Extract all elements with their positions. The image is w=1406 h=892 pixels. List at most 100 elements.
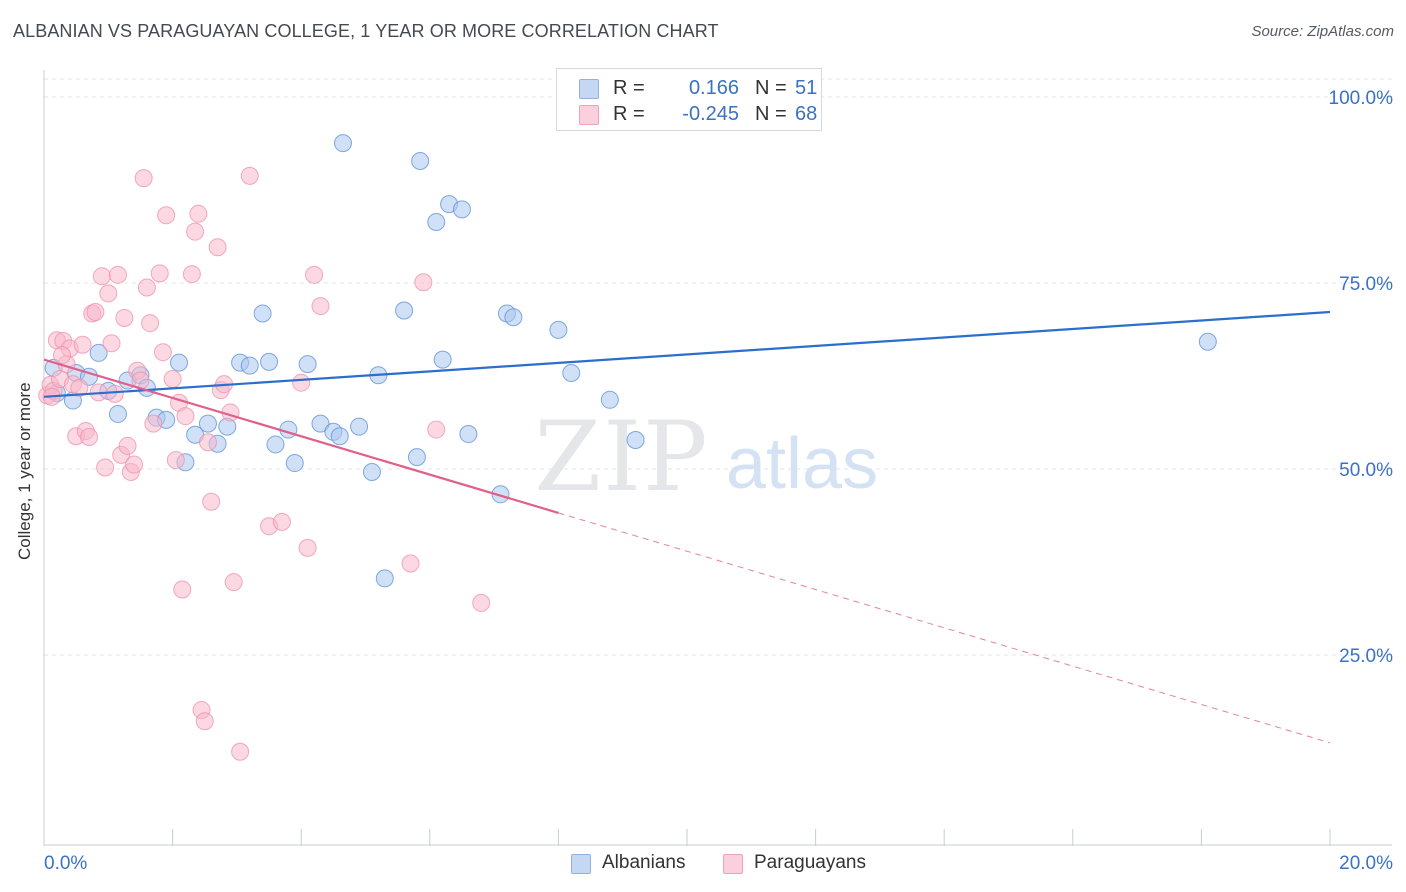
paraguayan-point: [150, 264, 169, 283]
albanian-point: [350, 417, 369, 436]
paraguayan-point: [202, 492, 221, 511]
paraguayan-point: [240, 166, 259, 185]
source-credit: Source: ZipAtlas.com: [1251, 23, 1394, 40]
paraguayan-point: [86, 303, 105, 322]
albanian-point: [198, 414, 217, 433]
albanian-point: [549, 320, 568, 339]
albanian-point: [433, 350, 452, 369]
albanian-point: [298, 355, 317, 374]
albanian-point: [362, 462, 381, 481]
paraguayan-point: [166, 451, 185, 470]
albanian-point: [452, 200, 471, 219]
paraguayan-point: [118, 436, 137, 455]
bottom-legend-label-paraguayans: Paraguayans: [754, 852, 866, 873]
chart-title: ALBANIAN VS PARAGUAYAN COLLEGE, 1 YEAR O…: [13, 21, 719, 41]
paraguayan-point: [96, 458, 115, 477]
y-axis-label: College, 1 year or more: [15, 382, 34, 560]
albanian-point: [491, 485, 510, 504]
paraguayan-point: [189, 204, 208, 223]
paraguayan-point: [137, 278, 156, 297]
legend-n-label: N =: [755, 77, 787, 99]
legend-r-label: R =: [613, 77, 645, 99]
albanian-point: [504, 308, 523, 327]
albanian-point: [375, 569, 394, 588]
paraguayan-point: [182, 265, 201, 284]
albanian-point: [330, 427, 349, 446]
watermark-atlas: atlas: [726, 424, 878, 504]
trend-lines: [43, 310, 1331, 744]
paraguayan-point: [427, 420, 446, 439]
albanian-point: [170, 353, 189, 372]
y-axis-label-wrap: College, 1 year or more: [15, 382, 35, 760]
paraguayan-point: [305, 265, 324, 284]
albanian-point: [240, 356, 259, 375]
paraguayan-point: [144, 414, 163, 433]
paraguayan-point: [134, 169, 153, 188]
paraguayan-point: [272, 512, 291, 531]
x-tick-label-min: 0.0%: [44, 853, 87, 874]
paraguayan-point: [311, 297, 330, 316]
legend-swatch-albanians: [579, 79, 599, 99]
albanian-trend-line: [43, 310, 1331, 398]
albanian-point: [266, 435, 285, 454]
paraguayan-point: [115, 308, 134, 327]
albanian-point: [311, 414, 330, 433]
legend-n-label: N =: [755, 103, 787, 125]
paraguayan-point: [472, 593, 491, 612]
legend: R = 0.166 N = 51 R = -0.245 N = 68: [556, 68, 822, 131]
paraguayan-point: [99, 284, 118, 303]
paraguayan-point: [231, 742, 250, 761]
paraguayan-trend-line: [43, 358, 559, 514]
paraguayan-point: [401, 554, 420, 573]
albanian-point: [600, 390, 619, 409]
watermark-zip: ZIP: [534, 401, 709, 513]
paraguayan-point: [198, 433, 217, 452]
data-points: [38, 134, 1217, 761]
paraguayan-point: [102, 334, 121, 353]
paraguayan-point: [163, 369, 182, 388]
tick-labels: 25.0% 50.0% 75.0% 100.0% 0.0% 20.0%: [44, 88, 1393, 874]
y-tick-label: 50.0%: [1339, 460, 1393, 481]
paraguayan-point: [157, 206, 176, 225]
y-tick-label: 75.0%: [1339, 274, 1393, 295]
albanian-point: [562, 364, 581, 383]
albanian-point: [411, 151, 430, 170]
y-tick-label: 100.0%: [1329, 88, 1394, 109]
paraguayan-point: [153, 343, 172, 362]
albanian-point: [395, 301, 414, 320]
paraguayan-point: [92, 267, 111, 286]
paraguayan-point: [70, 378, 89, 397]
legend-n-value-albanians: 51: [795, 77, 818, 99]
legend-swatch-paraguayans: [579, 105, 599, 125]
paraguayan-point: [80, 428, 99, 447]
x-tick-label-max: 20.0%: [1339, 853, 1393, 874]
albanian-point: [407, 448, 426, 467]
paraguayan-point: [414, 273, 433, 292]
paraguayan-point: [208, 238, 227, 257]
paraguayan-point: [141, 314, 160, 333]
axes: [43, 70, 1392, 846]
legend-n-value-paraguayans: 68: [795, 103, 818, 125]
legend-r-value-paraguayans: -0.245: [682, 103, 739, 125]
paraguayan-point: [105, 384, 124, 403]
legend-r-value-albanians: 0.166: [688, 77, 739, 99]
albanian-point: [427, 212, 446, 231]
paraguayan-point: [292, 373, 311, 392]
paraguayan-point: [108, 265, 127, 284]
y-tick-label: 25.0%: [1339, 646, 1393, 667]
bottom-legend-swatch-paraguayans: [723, 854, 743, 874]
paraguayan-point: [176, 407, 195, 426]
albanian-point: [260, 352, 279, 371]
watermark: ZIP atlas: [534, 401, 878, 513]
albanian-point: [108, 404, 127, 423]
paraguayan-point: [173, 580, 192, 599]
paraguayan-point: [125, 455, 144, 474]
legend-r-label: R =: [613, 103, 645, 125]
paraguayan-point: [298, 538, 317, 557]
albanian-point: [1198, 332, 1217, 351]
albanian-point: [89, 343, 108, 362]
paraguayan-point: [53, 346, 72, 365]
paraguayan-point: [73, 335, 92, 354]
albanian-point: [333, 134, 352, 153]
